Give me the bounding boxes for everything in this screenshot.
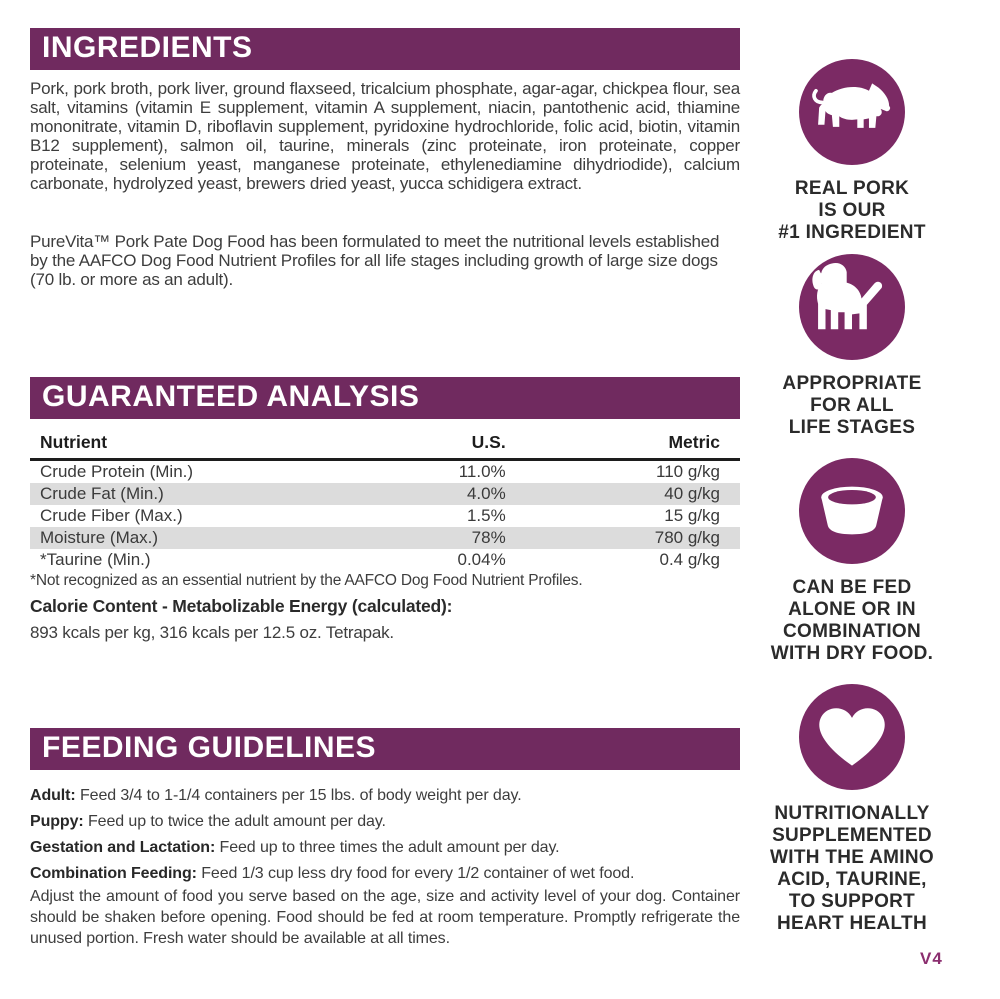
table-cell: Crude Fiber (Max.) bbox=[40, 506, 183, 525]
table-cell: Crude Protein (Min.) bbox=[40, 462, 194, 481]
table-cell: Moisture (Max.) bbox=[30, 527, 357, 549]
feeding-item-label: Adult: bbox=[30, 787, 76, 804]
aafco-statement: PureVita™ Pork Pate Dog Food has been fo… bbox=[30, 232, 720, 289]
feeding-item-label: Gestation and Lactation: bbox=[30, 839, 216, 856]
puppy-icon bbox=[799, 254, 905, 360]
ingredients-section-header: INGREDIENTS bbox=[30, 28, 740, 70]
table-cell: 1.5% bbox=[466, 506, 506, 525]
column-header-nutrient: Nutrient bbox=[30, 430, 357, 461]
calorie-content-heading: Calorie Content - Metabolizable Energy (… bbox=[30, 596, 453, 616]
column-header-us: U.S. bbox=[356, 430, 506, 461]
badge-caption: APPROPRIATE FOR ALL LIFE STAGES bbox=[782, 373, 922, 438]
feeding-item-label: Combination Feeding: bbox=[30, 865, 197, 882]
table-cell: 0.4 g/kg bbox=[659, 550, 721, 569]
table-cell: 78% bbox=[356, 527, 506, 549]
feeding-guidelines-title: FEEDING GUIDELINES bbox=[42, 731, 377, 764]
feeding-item-text: Feed 1/3 cup less dry food for every 1/2… bbox=[201, 865, 635, 882]
feeding-guidelines-body: Adult: Feed 3/4 to 1-1/4 containers per … bbox=[30, 786, 740, 949]
feeding-notes: Adjust the amount of food you serve base… bbox=[30, 888, 740, 947]
badge-real-pork: REAL PORK IS OUR #1 INGREDIENT bbox=[752, 59, 952, 244]
badge-heart-health: NUTRITIONALLY SUPPLEMENTED WITH THE AMIN… bbox=[752, 684, 952, 935]
ingredients-list-text: Pork, pork broth, pork liver, ground fla… bbox=[30, 79, 740, 193]
badge-caption: CAN BE FED ALONE OR IN COMBINATION WITH … bbox=[770, 577, 934, 664]
table-cell: *Taurine (Min.) bbox=[40, 550, 151, 569]
taurine-footnote: *Not recognized as an essential nutrient… bbox=[30, 572, 583, 589]
badge-caption: NUTRITIONALLY SUPPLEMENTED WITH THE AMIN… bbox=[770, 803, 934, 934]
guaranteed-analysis-section-header: GUARANTEED ANALYSIS bbox=[30, 377, 740, 419]
table-row: Moisture (Max.) 78% 780 g/kg bbox=[30, 527, 740, 549]
feeding-item-puppy: Puppy: Feed up to twice the adult amount… bbox=[30, 812, 740, 832]
table-cell: 780 g/kg bbox=[505, 527, 740, 549]
feeding-item-combination: Combination Feeding: Feed 1/3 cup less d… bbox=[30, 864, 740, 884]
table-cell: 40 g/kg bbox=[505, 483, 740, 505]
feeding-item-label: Puppy: bbox=[30, 813, 84, 830]
guaranteed-analysis-table: Nutrient U.S. Metric Crude Protein (Min.… bbox=[30, 430, 740, 571]
feeding-item-text: Feed up to three times the adult amount … bbox=[219, 839, 560, 856]
table-cell: 11.0% bbox=[458, 462, 506, 481]
table-cell: 0.04% bbox=[457, 550, 506, 569]
ingredients-title: INGREDIENTS bbox=[42, 31, 253, 64]
guaranteed-analysis-title: GUARANTEED ANALYSIS bbox=[42, 380, 420, 413]
feeding-guidelines-section-header: FEEDING GUIDELINES bbox=[30, 728, 740, 770]
badge-combination-feeding: CAN BE FED ALONE OR IN COMBINATION WITH … bbox=[752, 458, 952, 665]
calorie-content-value: 893 kcals per kg, 316 kcals per 12.5 oz.… bbox=[30, 623, 394, 642]
badge-caption: REAL PORK IS OUR #1 INGREDIENT bbox=[778, 178, 926, 243]
heart-icon bbox=[799, 684, 905, 790]
feeding-item-text: Feed 3/4 to 1-1/4 containers per 15 lbs.… bbox=[79, 787, 522, 804]
feeding-item-gestation: Gestation and Lactation: Feed up to thre… bbox=[30, 838, 740, 858]
table-row: *Taurine (Min.) 0.04% 0.4 g/kg bbox=[30, 549, 740, 571]
dog-bowl-icon bbox=[799, 458, 905, 564]
table-cell: 4.0% bbox=[356, 483, 506, 505]
pig-icon bbox=[799, 59, 905, 165]
table-header-row: Nutrient U.S. Metric bbox=[30, 430, 740, 461]
column-header-metric: Metric bbox=[505, 430, 740, 461]
badge-life-stages: APPROPRIATE FOR ALL LIFE STAGES bbox=[752, 254, 952, 439]
feeding-item-adult: Adult: Feed 3/4 to 1-1/4 containers per … bbox=[30, 786, 740, 806]
table-cell: 15 g/kg bbox=[664, 506, 720, 525]
table-row: Crude Protein (Min.) 11.0% 110 g/kg bbox=[30, 460, 740, 484]
table-row: Crude Fat (Min.) 4.0% 40 g/kg bbox=[30, 483, 740, 505]
table-row: Crude Fiber (Max.) 1.5% 15 g/kg bbox=[30, 505, 740, 527]
feeding-item-text: Feed up to twice the adult amount per da… bbox=[87, 813, 386, 830]
version-label: V4 bbox=[920, 949, 943, 968]
table-cell: Crude Fat (Min.) bbox=[30, 483, 357, 505]
table-cell: 110 g/kg bbox=[656, 462, 720, 481]
